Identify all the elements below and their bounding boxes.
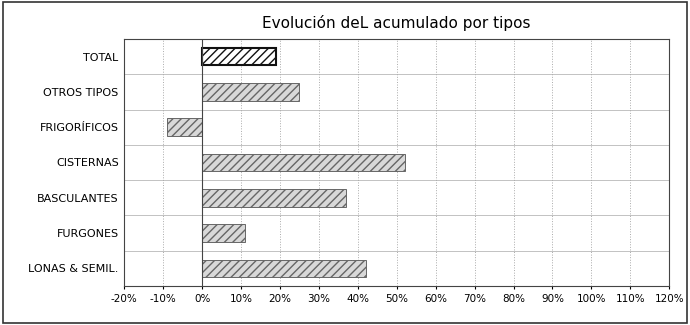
Bar	[202, 83, 299, 101]
Title: Evolución deL acumulado por tipos: Evolución deL acumulado por tipos	[262, 15, 531, 31]
Bar	[202, 48, 276, 65]
Bar	[202, 224, 245, 242]
Bar	[167, 118, 202, 136]
Bar	[202, 260, 366, 277]
Bar	[202, 154, 404, 171]
Bar	[202, 189, 346, 207]
